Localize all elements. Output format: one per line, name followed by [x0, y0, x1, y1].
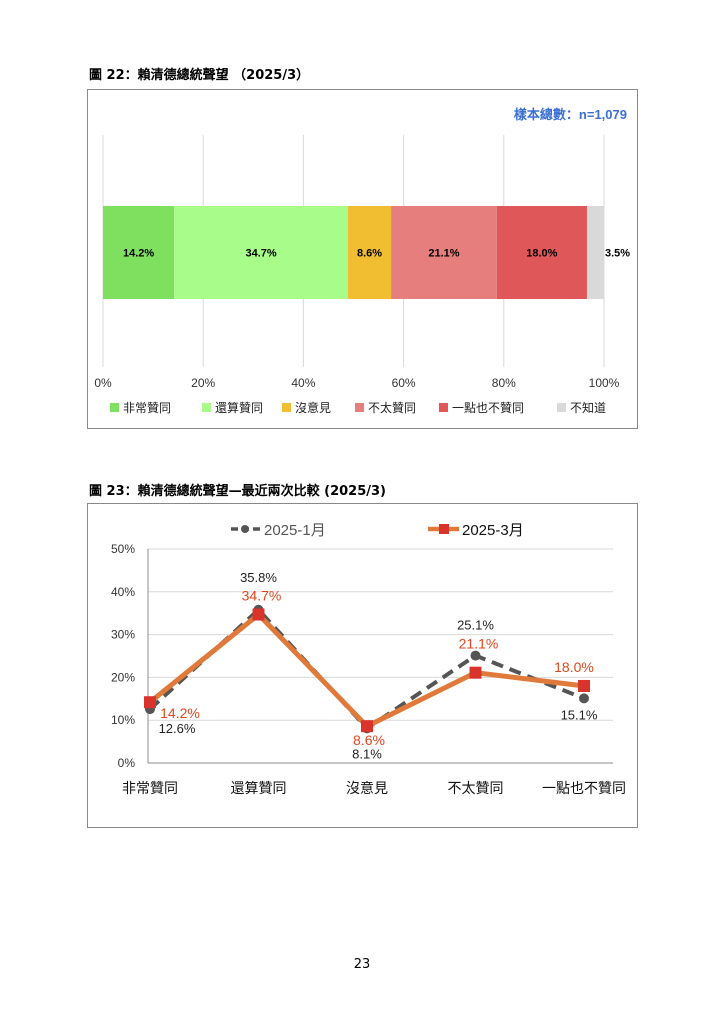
y-tick-label: 10% — [111, 713, 135, 727]
line-chart-frame: 0% 10% 20% 30% 40% 50% 非常贊同 還算贊同 沒意見 不太贊同 一點也不贊同 20… — [87, 503, 638, 828]
y-tick-label: 20% — [111, 670, 135, 684]
bar-segment — [391, 206, 497, 299]
page-number: 23 — [353, 957, 371, 972]
legend-marker-jan — [241, 525, 249, 533]
data-label-jan: 12.6% — [159, 721, 196, 736]
bar-value-label: 18.0% — [526, 248, 557, 260]
figure-22-title: 圖 22：賴清德總統聲望 （2025/3） — [89, 68, 310, 83]
x-category-label: 沒意見 — [346, 780, 388, 796]
legend-label-mar: 2025-3月 — [462, 522, 524, 539]
data-label-jan: 35.8% — [240, 570, 277, 585]
x-tick-label: 40% — [291, 376, 315, 390]
data-point-mar — [252, 608, 265, 621]
stacked-bar-chart: 樣本總數：n=1,079 0% 20% 40% 60% 80% 100% 14.2% 34.7%… — [94, 107, 630, 415]
bar-value-label: 14.2% — [123, 248, 154, 260]
series-line-jan — [148, 606, 585, 731]
bar-value-label: 8.6% — [357, 248, 382, 260]
legend-label: 一點也不贊同 — [452, 401, 524, 415]
data-label-jan: 15.1% — [561, 707, 598, 722]
bar-segment — [496, 206, 587, 299]
bar-value-label: 3.5% — [605, 248, 630, 260]
bar-segment — [347, 206, 392, 299]
y-tick-label: 40% — [111, 585, 135, 599]
legend-swatch — [439, 403, 448, 412]
bar-segment — [103, 206, 175, 299]
data-label-mar: 21.1% — [459, 636, 499, 652]
x-category-label: 非常贊同 — [122, 780, 178, 796]
legend-label: 還算贊同 — [215, 400, 263, 415]
bar-value-label: 34.7% — [245, 248, 276, 260]
legend-swatch — [557, 403, 566, 412]
bar-segment — [174, 206, 348, 299]
legend-swatch — [355, 403, 364, 412]
data-label-mar: 8.6% — [353, 732, 385, 748]
bar-value-label: 21.1% — [428, 248, 459, 260]
x-category-label: 一點也不贊同 — [542, 780, 626, 796]
bar-segment — [586, 206, 605, 299]
legend-label-jan: 2025-1月 — [264, 522, 326, 539]
y-tick-label: 50% — [111, 542, 135, 556]
x-tick-label: 0% — [94, 376, 112, 390]
legend-swatch — [282, 403, 291, 412]
y-tick-label: 0% — [118, 756, 136, 770]
legend-label: 非常贊同 — [123, 401, 171, 415]
data-label-mar: 18.0% — [554, 659, 594, 675]
legend-label: 沒意見 — [295, 400, 331, 415]
legend-swatch — [110, 403, 119, 412]
x-tick-label: 100% — [589, 376, 620, 390]
data-point-jan — [470, 650, 481, 661]
series-line-mar — [148, 611, 585, 730]
legend-label: 不知道 — [570, 401, 606, 415]
x-category-label: 還算贊同 — [231, 780, 287, 796]
x-tick-label: 60% — [392, 376, 416, 390]
x-tick-label: 80% — [492, 376, 516, 390]
data-label-jan: 25.1% — [457, 618, 494, 633]
x-category-label: 不太贊同 — [448, 780, 504, 796]
data-point-mar — [578, 679, 590, 692]
data-label-jan: 8.1% — [352, 746, 382, 761]
data-point-mar — [361, 720, 373, 733]
y-tick-label: 30% — [111, 628, 135, 642]
data-label-mar: 14.2% — [160, 705, 200, 721]
legend-label: 不太贊同 — [368, 400, 416, 415]
line-chart: 0% 10% 20% 30% 40% 50% 非常贊同 還算贊同 沒意見 不太贊同 一點也不贊同 20… — [111, 522, 626, 796]
sample-size-note: 樣本總數：n=1,079 — [514, 107, 627, 122]
x-tick-label: 20% — [191, 376, 215, 390]
legend-marker-mar — [439, 524, 449, 534]
data-label-mar: 34.7% — [242, 587, 282, 603]
stacked-bar-chart-frame: 樣本總數：n=1,079 0% 20% 40% 60% 80% 100% 14.2% 34.7%… — [87, 89, 638, 429]
data-point-jan — [579, 693, 589, 704]
data-point-mar — [144, 696, 156, 709]
figure-23-title: 圖 23：賴清德總統聲望—最近兩次比較 (2025/3) — [89, 484, 387, 499]
data-point-mar — [469, 666, 482, 679]
legend-swatch — [202, 403, 211, 412]
